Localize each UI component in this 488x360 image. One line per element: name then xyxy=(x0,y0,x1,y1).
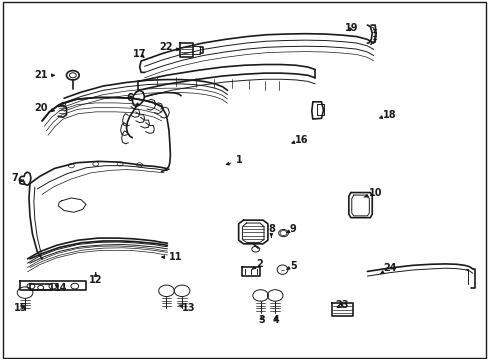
Text: 22: 22 xyxy=(160,42,179,51)
Text: 3: 3 xyxy=(258,315,264,325)
Text: 19: 19 xyxy=(345,23,358,33)
Text: 24: 24 xyxy=(380,263,396,274)
Text: 5: 5 xyxy=(286,261,296,271)
Text: 7: 7 xyxy=(11,173,23,183)
Text: 20: 20 xyxy=(34,103,54,113)
Text: 9: 9 xyxy=(286,225,296,234)
Text: 11: 11 xyxy=(162,252,182,262)
Text: 15: 15 xyxy=(14,303,27,314)
Text: 18: 18 xyxy=(379,110,396,120)
Text: 13: 13 xyxy=(179,303,195,314)
Text: 8: 8 xyxy=(267,225,274,237)
Text: 12: 12 xyxy=(89,273,102,285)
Text: 21: 21 xyxy=(34,70,54,80)
Text: 23: 23 xyxy=(335,300,348,310)
Text: 1: 1 xyxy=(226,155,243,165)
Text: 4: 4 xyxy=(272,315,279,325)
Circle shape xyxy=(278,229,288,237)
Text: 10: 10 xyxy=(363,188,382,198)
Text: 2: 2 xyxy=(252,259,262,269)
Text: 6: 6 xyxy=(126,93,139,106)
Text: 14: 14 xyxy=(54,283,67,293)
Text: 16: 16 xyxy=(291,135,308,145)
Text: 17: 17 xyxy=(133,49,146,59)
